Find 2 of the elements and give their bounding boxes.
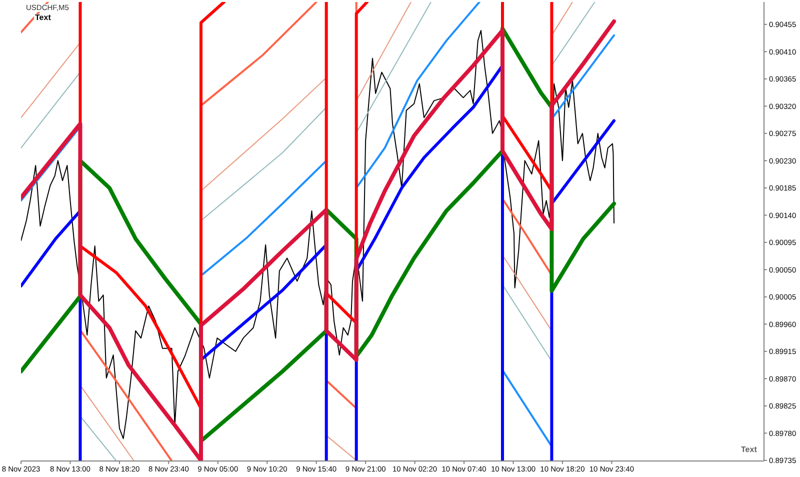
annotation: Text [740, 445, 758, 454]
annotation: Text [34, 13, 52, 22]
